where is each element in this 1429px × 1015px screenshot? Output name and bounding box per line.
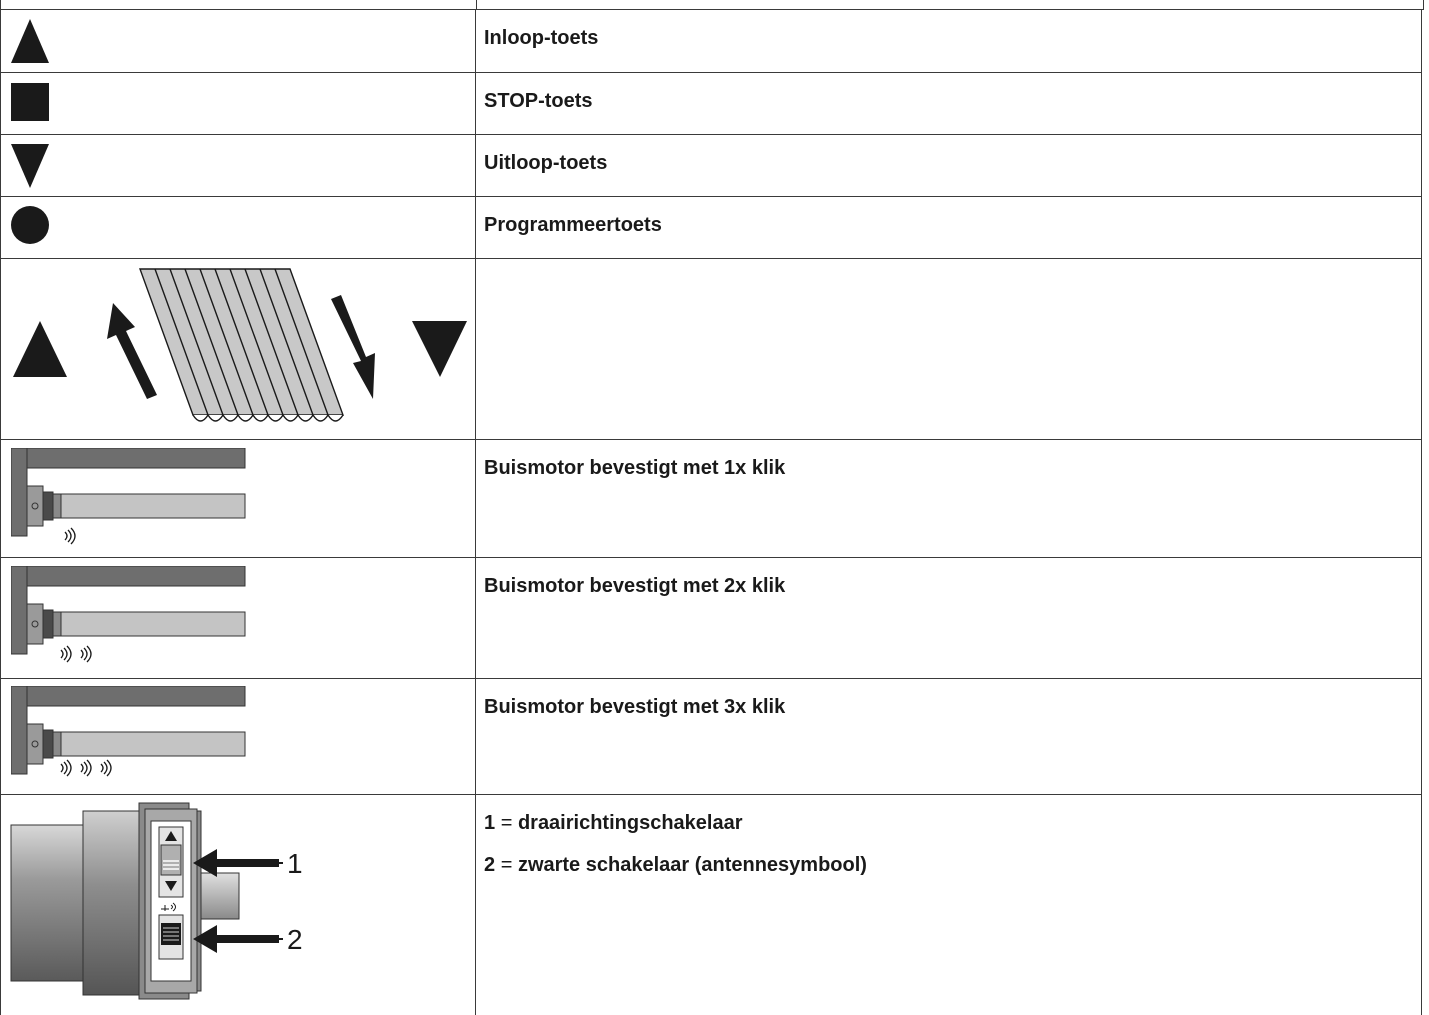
icon-cell: 1 2 (0, 795, 476, 1015)
description-text: STOP-toets (484, 90, 593, 112)
square-stop-icon (11, 83, 49, 121)
table-row-program-key: Programmeertoets (0, 197, 1422, 259)
description-cell: Inloop-toets (476, 10, 1422, 72)
table-top-edge (0, 0, 1424, 10)
click-sound-icon (60, 645, 92, 663)
callout-label-1: 1 (287, 848, 303, 879)
pleated-blind-icon (139, 268, 344, 422)
table-row-motor-1-click: Buismotor bevestigt met 1x klik (0, 440, 1422, 558)
triangle-down-icon (165, 881, 177, 891)
description-text: Uitloop-toets (484, 152, 608, 174)
description-cell: 1 = draairichtingschakelaar 2 = zwarte s… (476, 795, 1422, 1015)
triangle-up-icon (13, 321, 67, 377)
icon-cell (0, 135, 476, 196)
table-row-motor-switches: 1 2 1 = draairichtingschakelaar 2 = zwar… (0, 795, 1422, 1015)
tube-motor-1-click-illustration (11, 448, 246, 545)
legend-line-1: 1 = draairichtingschakelaar (484, 811, 1421, 835)
icon-cell (0, 679, 476, 794)
legend-equals: = (500, 854, 513, 876)
description-cell: STOP-toets (476, 73, 1422, 134)
description-cell: Uitloop-toets (476, 135, 1422, 196)
antenna-icon (161, 902, 176, 912)
description-cell: Programmeertoets (476, 197, 1422, 258)
table-row-motor-3-click: Buismotor bevestigt met 3x klik (0, 679, 1422, 795)
table-row-down-key: Uitloop-toets (0, 135, 1422, 197)
triangle-up-icon (11, 19, 49, 63)
table-row-up-key: Inloop-toets (0, 10, 1422, 73)
triangle-down-icon (11, 144, 49, 188)
legend-equals: = (500, 812, 513, 834)
description-cell: Buismotor bevestigt met 1x klik (476, 440, 1422, 557)
icon-cell (0, 440, 476, 557)
description-text: Programmeertoets (484, 214, 662, 236)
motor-head-switches-illustration: 1 2 (10, 802, 303, 1000)
icon-cell (0, 10, 476, 72)
description-cell (476, 259, 1422, 439)
legend-number: 2 (484, 854, 496, 876)
legend-number: 1 (484, 812, 496, 834)
description-text: Buismotor bevestigt met 1x klik (484, 457, 786, 479)
blind-up-down-illustration (13, 268, 467, 422)
description-text: Inloop-toets (484, 27, 599, 49)
table-row-blind (0, 259, 1422, 440)
description-cell: Buismotor bevestigt met 2x klik (476, 558, 1422, 678)
icon-cell (0, 558, 476, 678)
tube-motor-2-click-illustration (11, 566, 246, 663)
tube-motor-3-click-illustration (11, 686, 246, 777)
description-text: Buismotor bevestigt met 3x klik (484, 696, 786, 718)
triangle-down-icon (412, 321, 467, 377)
legend-text: draairichtingschakelaar (517, 812, 743, 834)
icon-cell (0, 73, 476, 134)
icon-cell (0, 259, 476, 439)
legend-text: zwarte schakelaar (antennesymbool) (517, 854, 867, 876)
circle-program-icon (11, 206, 49, 244)
description-cell: Buismotor bevestigt met 3x klik (476, 679, 1422, 794)
legend-line-2: 2 = zwarte schakelaar (antennesymbool) (484, 853, 1421, 877)
description-text: Buismotor bevestigt met 2x klik (484, 575, 786, 597)
arrow-down-icon (331, 295, 375, 399)
click-sound-icon (60, 759, 112, 777)
triangle-up-icon (165, 831, 177, 841)
table-top-divider (476, 0, 477, 10)
callout-label-2: 2 (287, 924, 303, 955)
table-row-motor-2-click: Buismotor bevestigt met 2x klik (0, 558, 1422, 679)
arrow-up-icon (107, 303, 157, 399)
click-sound-icon (64, 527, 76, 545)
icon-cell (0, 197, 476, 258)
table-row-stop-key: STOP-toets (0, 73, 1422, 135)
